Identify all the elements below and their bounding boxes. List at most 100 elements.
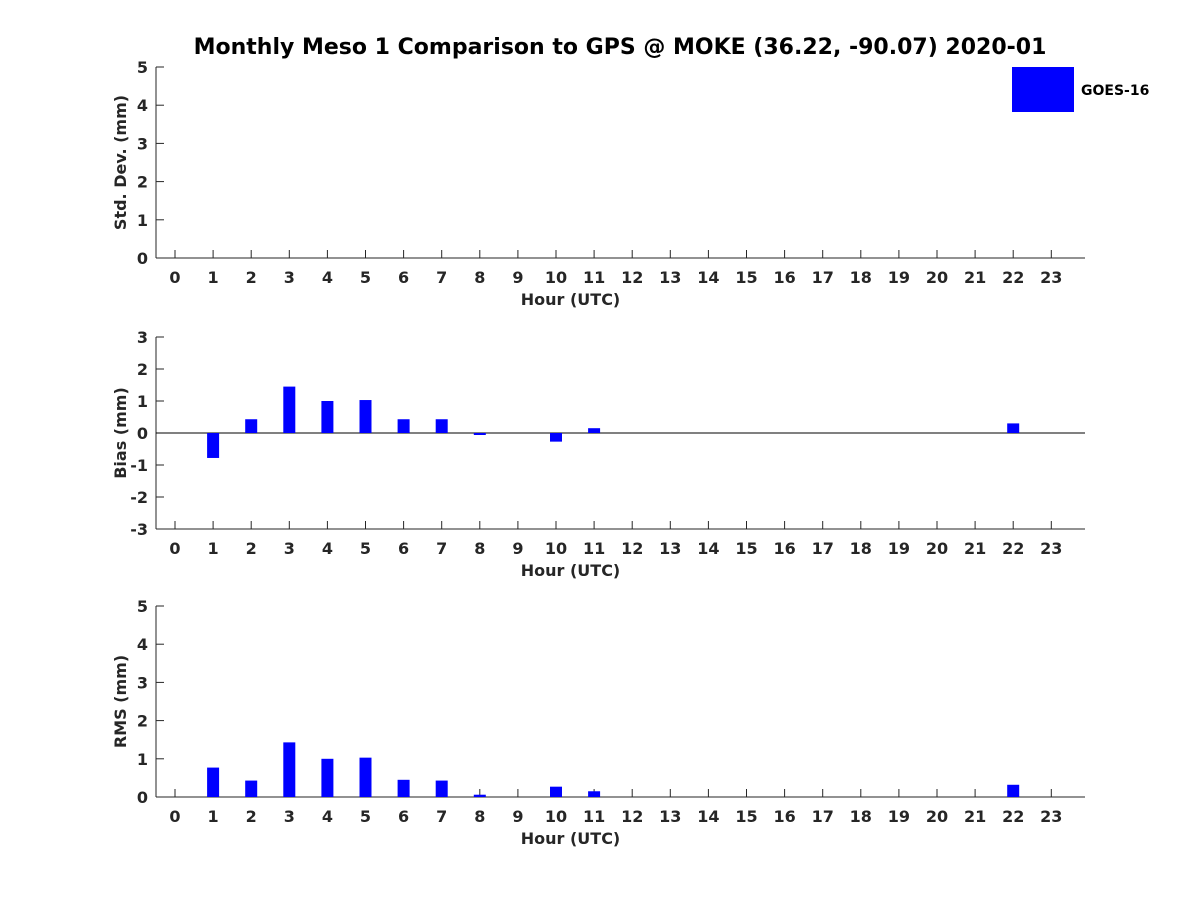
x-tick-label: 18 xyxy=(850,539,872,558)
rms-bar xyxy=(283,742,296,797)
rms-bar xyxy=(473,794,486,797)
rms-bar xyxy=(397,779,410,797)
x-tick-label: 23 xyxy=(1040,539,1062,558)
x-tick-label: 6 xyxy=(398,807,409,826)
x-tick-label: 17 xyxy=(812,539,834,558)
x-tick-label: 3 xyxy=(284,539,295,558)
y-tick-label: 4 xyxy=(137,96,148,115)
x-tick-label: 22 xyxy=(1002,268,1024,287)
x-tick-label: 11 xyxy=(583,268,605,287)
x-tick-label: 12 xyxy=(621,268,643,287)
x-tick-label: 9 xyxy=(512,539,523,558)
x-tick-label: 3 xyxy=(284,268,295,287)
x-tick-label: 6 xyxy=(398,539,409,558)
x-tick-label: 9 xyxy=(512,268,523,287)
y-tick-label: 2 xyxy=(137,712,148,731)
x-tick-label: 22 xyxy=(1002,539,1024,558)
x-tick-label: 4 xyxy=(322,268,333,287)
x-tick-label: 5 xyxy=(360,539,371,558)
x-tick-label: 7 xyxy=(436,268,447,287)
x-tick-label: 19 xyxy=(888,807,910,826)
y-tick-label: -2 xyxy=(130,488,148,507)
x-tick-label: 22 xyxy=(1002,807,1024,826)
x-tick-label: 0 xyxy=(169,539,180,558)
x-tick-label: 20 xyxy=(926,268,948,287)
x-tick-label: 19 xyxy=(888,539,910,558)
x-tick-label: 16 xyxy=(773,539,795,558)
x-tick-label: 9 xyxy=(512,807,523,826)
rms-bar xyxy=(359,757,372,797)
y-tick-label: 1 xyxy=(137,750,148,769)
x-tick-label: 11 xyxy=(583,807,605,826)
rms-y-label: RMS (mm) xyxy=(111,655,130,748)
x-tick-label: 20 xyxy=(926,807,948,826)
y-tick-label: 3 xyxy=(137,328,148,347)
y-tick-label: -3 xyxy=(130,520,148,539)
y-tick-label: 3 xyxy=(137,673,148,692)
x-tick-label: 13 xyxy=(659,807,681,826)
bias-bar xyxy=(359,400,372,433)
legend-label: GOES-16 xyxy=(1081,83,1149,99)
x-tick-label: 15 xyxy=(735,268,757,287)
bias-x-label: Hour (UTC) xyxy=(521,561,621,580)
x-tick-label: 4 xyxy=(322,539,333,558)
x-tick-label: 2 xyxy=(246,268,257,287)
x-tick-label: 10 xyxy=(545,268,567,287)
x-tick-label: 2 xyxy=(246,539,257,558)
std-dev-y-label: Std. Dev. (mm) xyxy=(111,95,130,230)
x-tick-label: 8 xyxy=(474,539,485,558)
y-tick-label: 4 xyxy=(137,635,148,654)
rms-bar xyxy=(550,786,562,797)
y-tick-label: -1 xyxy=(130,456,148,475)
bias-bar xyxy=(588,428,601,433)
bias-bar xyxy=(321,401,334,433)
bias-bar xyxy=(550,433,562,442)
std-dev-x-label: Hour (UTC) xyxy=(521,290,621,309)
x-tick-label: 7 xyxy=(436,539,447,558)
x-tick-label: 21 xyxy=(964,268,986,287)
x-tick-label: 1 xyxy=(208,807,219,826)
x-tick-label: 10 xyxy=(545,807,567,826)
x-tick-label: 8 xyxy=(474,268,485,287)
x-tick-label: 14 xyxy=(697,807,719,826)
x-tick-label: 0 xyxy=(169,268,180,287)
legend: GOES-16 xyxy=(1012,67,1149,112)
y-tick-label: 1 xyxy=(137,392,148,411)
x-tick-label: 20 xyxy=(926,539,948,558)
x-tick-label: 10 xyxy=(545,539,567,558)
rms-bar xyxy=(207,767,220,797)
x-tick-label: 14 xyxy=(697,268,719,287)
x-tick-label: 0 xyxy=(169,807,180,826)
x-tick-label: 23 xyxy=(1040,807,1062,826)
x-tick-label: 16 xyxy=(773,807,795,826)
legend-swatch xyxy=(1012,67,1074,112)
x-tick-label: 5 xyxy=(360,268,371,287)
x-tick-label: 23 xyxy=(1040,268,1062,287)
bias-bar xyxy=(397,419,410,433)
chart-title: Monthly Meso 1 Comparison to GPS @ MOKE … xyxy=(194,35,1047,60)
x-tick-label: 12 xyxy=(621,807,643,826)
x-tick-label: 14 xyxy=(697,539,719,558)
bias-bar xyxy=(245,419,258,433)
y-tick-label: 2 xyxy=(137,173,148,192)
x-tick-label: 15 xyxy=(735,539,757,558)
x-tick-label: 7 xyxy=(436,807,447,826)
y-tick-label: 3 xyxy=(137,134,148,153)
bias-bar xyxy=(473,433,486,435)
x-tick-label: 16 xyxy=(773,268,795,287)
y-tick-label: 2 xyxy=(137,360,148,379)
x-tick-label: 21 xyxy=(964,807,986,826)
x-tick-label: 19 xyxy=(888,268,910,287)
y-tick-label: 5 xyxy=(137,58,148,77)
x-tick-label: 1 xyxy=(208,539,219,558)
x-tick-label: 3 xyxy=(284,807,295,826)
y-tick-label: 1 xyxy=(137,211,148,230)
x-tick-label: 1 xyxy=(208,268,219,287)
x-tick-label: 21 xyxy=(964,539,986,558)
y-tick-label: 0 xyxy=(137,424,148,443)
y-tick-label: 0 xyxy=(137,788,148,807)
bias-bar xyxy=(207,433,220,458)
